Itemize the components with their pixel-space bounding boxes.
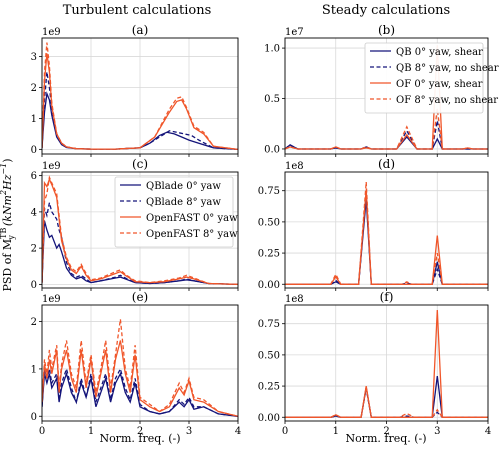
xtick-label-e-0: 0 <box>39 426 45 437</box>
y-axis-label-close: ) <box>1 158 14 162</box>
ytick-label-a-1: 1 <box>31 114 37 125</box>
series-line-f-1 <box>285 388 488 418</box>
series-line-b-3 <box>285 108 488 150</box>
series-line-e-3 <box>42 319 238 417</box>
series-line-c-2 <box>42 177 238 286</box>
y-axis-label-unit-end: Hz <box>1 174 14 191</box>
series-line-e-1 <box>42 366 238 417</box>
xtick-label-f-2: 2 <box>383 426 389 437</box>
ytick-label-d-2: 0.50 <box>258 217 280 228</box>
left-column-title: Turbulent calculations <box>63 3 212 18</box>
panel-label-f: (f) <box>380 290 394 304</box>
xtick-label-e-2: 2 <box>137 426 143 437</box>
exponent-label-b: 1e7 <box>285 27 304 38</box>
y-axis-label: PSD of MTBy(kNm2Hz−1) <box>0 158 16 291</box>
exponent-label-c: 1e9 <box>42 161 61 172</box>
ytick-label-a-2: 2 <box>31 83 37 94</box>
ytick-label-f-1: 0.25 <box>258 382 280 393</box>
xtick-label-f-1: 1 <box>333 426 339 437</box>
legend-label-c-0: QBlade 0° yaw <box>146 181 221 192</box>
exponent-label-a: 1e9 <box>42 27 61 38</box>
ytick-label-a-3: 3 <box>31 52 37 63</box>
panel-label-b: (b) <box>378 23 395 37</box>
ytick-label-e-2: 2 <box>31 317 37 328</box>
panel-label-c: (c) <box>132 157 148 171</box>
ytick-label-b-2: 1.0 <box>264 44 280 55</box>
ytick-label-b-0: 0.0 <box>264 144 280 155</box>
ytick-label-f-0: 0.00 <box>258 413 280 424</box>
series-line-c-3 <box>42 175 238 286</box>
panel-label-a: (a) <box>132 23 149 37</box>
xtick-label-e-1: 1 <box>88 426 94 437</box>
series-line-f-3 <box>285 387 488 418</box>
panel-f: 0 1 2 3 4 0.00 0.25 0.50 0.75 1e8 (f) <box>258 290 491 437</box>
series-line-d-3 <box>285 181 488 285</box>
y-axis-label-text: PSD of M <box>1 239 14 292</box>
ytick-label-f-2: 0.50 <box>258 350 280 361</box>
xtick-label-e-3: 3 <box>186 426 192 437</box>
svg-text:PSD of MTBy(kNm2Hz−1): PSD of MTBy(kNm2Hz−1) <box>0 158 16 291</box>
ytick-label-a-0: 0 <box>31 145 37 156</box>
x-axis-label-left: Norm. freq. (-) <box>99 432 180 445</box>
legend-label-c-3: OpenFAST 8° yaw <box>146 229 238 240</box>
right-column-title: Steady calculations <box>322 3 450 18</box>
ytick-label-d-1: 0.25 <box>258 249 280 260</box>
ytick-label-e-0: 0 <box>31 412 37 423</box>
series-line-a-3 <box>42 42 238 151</box>
panel-d: 0.00 0.25 0.50 0.75 1e8 (d) <box>258 157 489 291</box>
ytick-label-d-3: 0.75 <box>258 186 280 197</box>
legend-label-b-2: OF 0° yaw, shear <box>396 79 483 90</box>
legend-label-c-2: OpenFAST 0° yaw <box>146 213 238 224</box>
ytick-label-f-3: 0.75 <box>258 319 280 330</box>
exponent-label-e: 1e9 <box>42 294 61 305</box>
ytick-label-e-1: 1 <box>31 364 37 375</box>
legend-label-b-1: QB 8° yaw, no shear <box>396 63 499 74</box>
panels-group: 0 1 2 3 1e9 (a) 0.0 0.5 1.0 1e7 (b)QB 0° yaw, shea… <box>31 23 499 437</box>
legend-label-c-1: QBlade 8° yaw <box>146 197 221 208</box>
xtick-label-f-0: 0 <box>282 426 288 437</box>
panel-label-e: (e) <box>132 290 148 304</box>
ytick-label-c-0: 0 <box>31 280 37 291</box>
ytick-label-b-1: 0.5 <box>264 94 280 105</box>
exponent-label-f: 1e8 <box>285 294 304 305</box>
panel-label-d: (d) <box>378 157 395 171</box>
legend-box-c <box>114 176 234 248</box>
exponent-label-d: 1e8 <box>285 161 304 172</box>
ytick-label-c-2: 4 <box>31 207 37 218</box>
legend-label-b-0: QB 0° yaw, shear <box>396 47 483 58</box>
y-axis-label-sub: y <box>7 235 16 241</box>
x-axis-label-right: Norm. freq. (-) <box>345 432 426 445</box>
ytick-label-d-0: 0.00 <box>258 280 280 291</box>
legend-box-b <box>364 42 484 114</box>
ytick-label-c-3: 6 <box>31 171 37 182</box>
xtick-label-f-3: 3 <box>434 426 440 437</box>
y-axis-label-unit: (kNm <box>1 195 14 226</box>
xtick-label-f-4: 4 <box>485 426 491 437</box>
xtick-label-e-4: 4 <box>235 426 241 437</box>
panel-b: 0.0 0.5 1.0 1e7 (b)QB 0° yaw, shear QB 8° yaw… <box>264 23 499 157</box>
panel-a: 0 1 2 3 1e9 (a) <box>31 23 239 157</box>
ytick-label-c-1: 2 <box>31 244 37 255</box>
series-line-c-1 <box>42 202 238 286</box>
series-line-d-1 <box>285 194 488 285</box>
panel-c: 0 2 4 6 1e9 (c) QBlade 0° yaw QBlade 8° yaw Open… <box>31 157 239 291</box>
panel-e: 0 1 2 3 4 0 1 2 1e9 (e) <box>31 290 242 437</box>
legend-label-b-3: OF 8° yaw, no shear <box>396 95 498 106</box>
y-axis-label-sup: TB <box>0 227 8 238</box>
